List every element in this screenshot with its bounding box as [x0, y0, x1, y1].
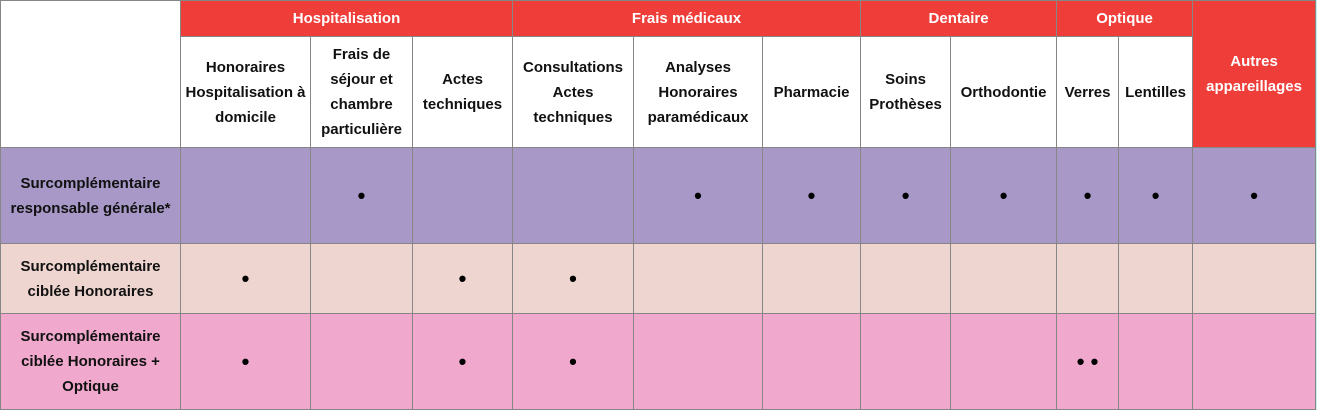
corner-cell	[0, 0, 181, 148]
coverage-cell	[860, 313, 952, 410]
column-header: Soins Prothèses	[860, 36, 952, 148]
coverage-cell	[633, 313, 764, 410]
coverage-cell: •	[512, 313, 635, 410]
coverage-cell	[180, 147, 311, 244]
table-row: Surcomplémentaire responsable générale* …	[0, 147, 1317, 244]
coverage-cell	[310, 243, 413, 314]
coverage-cell	[1118, 313, 1194, 410]
coverage-cell: •	[310, 147, 413, 244]
coverage-cell	[1056, 243, 1120, 314]
coverage-cell: • •	[1056, 313, 1120, 410]
column-header: Frais de séjour et chambre particulière	[310, 36, 413, 148]
group-header-row: Hospitalisation Frais médicaux Dentaire …	[0, 0, 1317, 148]
coverage-cell: •	[633, 147, 764, 244]
coverage-cell: •	[1118, 147, 1194, 244]
column-header: Honoraires Hospitalisation à domicile	[180, 36, 311, 148]
coverage-cell	[950, 313, 1058, 410]
group-frais-medicaux: Frais médicaux	[512, 0, 862, 37]
column-header-autres-appareillages: Autres appareillages	[1192, 0, 1317, 148]
group-optique: Optique	[1056, 0, 1194, 37]
coverage-cell	[950, 243, 1058, 314]
column-header: Lentilles	[1118, 36, 1194, 148]
coverage-cell: •	[411, 313, 514, 410]
column-header-row: Honoraires Hospitalisation à domicile Fr…	[1, 36, 1316, 148]
column-header: Orthodontie	[950, 36, 1058, 148]
table-row: Surcomplémentaire ciblée Honoraires • • …	[0, 243, 1317, 314]
row-label: Surcomplémentaire responsable générale*	[0, 147, 181, 244]
coverage-cell	[1192, 243, 1317, 314]
coverage-cell	[762, 313, 862, 410]
group-hospitalisation: Hospitalisation	[179, 0, 514, 37]
coverage-cell	[860, 243, 952, 314]
column-header: Actes techniques	[411, 36, 514, 148]
row-label: Surcomplémentaire ciblée Honoraires + Op…	[0, 313, 181, 410]
coverage-cell: •	[1192, 147, 1317, 244]
column-header: Analyses Honoraires paramédicaux	[633, 36, 764, 148]
column-header: Consultations Actes techniques	[512, 36, 635, 148]
coverage-cell	[1192, 313, 1317, 410]
coverage-cell: •	[180, 243, 311, 314]
coverage-cell: •	[762, 147, 862, 244]
group-dentaire: Dentaire	[860, 0, 1058, 37]
coverage-cell: •	[411, 243, 514, 314]
coverage-cell	[633, 243, 764, 314]
coverage-cell	[310, 313, 413, 410]
coverage-cell	[411, 147, 514, 244]
coverage-cell	[512, 147, 635, 244]
column-header: Pharmacie	[762, 36, 862, 148]
coverage-cell	[1118, 243, 1194, 314]
coverage-cell: •	[512, 243, 635, 314]
row-label: Surcomplémentaire ciblée Honoraires	[0, 243, 181, 314]
coverage-cell	[762, 243, 862, 314]
coverage-cell: •	[950, 147, 1058, 244]
column-header: Verres	[1056, 36, 1120, 148]
table-row: Surcomplémentaire ciblée Honoraires + Op…	[0, 313, 1317, 410]
coverage-cell: •	[860, 147, 952, 244]
coverage-cell: •	[180, 313, 311, 410]
coverage-cell: •	[1056, 147, 1120, 244]
